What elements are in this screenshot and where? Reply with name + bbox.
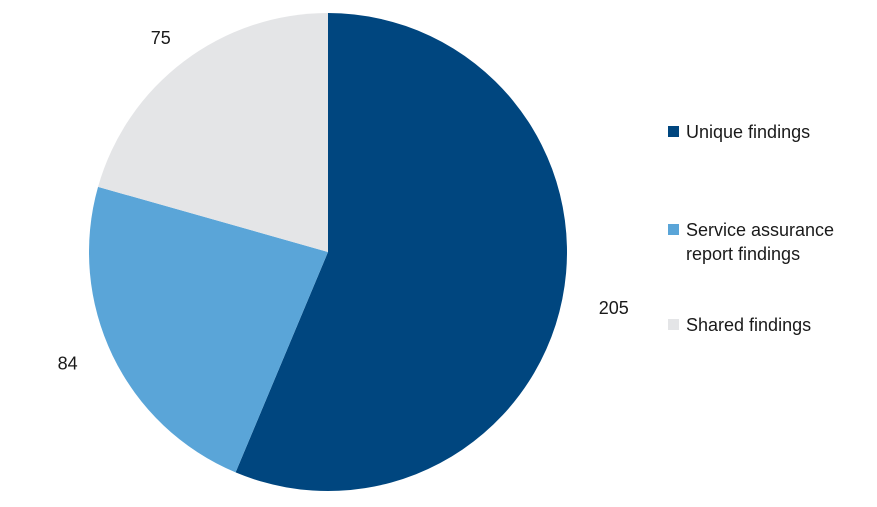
pie-slice-service-assurance-report-findings — [89, 186, 328, 473]
legend-label-service-assurance-report-findings: Service assurance report findings — [686, 220, 835, 264]
pie-slice-unique-findings — [235, 13, 567, 491]
legend-item-shared-findings: Shared findings — [668, 313, 866, 337]
legend-item-service-assurance-report-findings: Service assurance report findings — [668, 218, 866, 266]
legend-swatch-service-assurance-report-findings — [668, 224, 679, 235]
data-label-service-assurance-report-findings: 84 — [58, 353, 78, 373]
data-label-shared-findings: 75 — [151, 28, 171, 48]
legend-label-shared-findings: Shared findings — [686, 315, 812, 335]
legend-label-unique-findings: Unique findings — [686, 122, 811, 142]
pie-slice-shared-findings — [98, 13, 329, 252]
data-label-unique-findings: 205 — [599, 298, 629, 318]
legend-item-unique-findings: Unique findings — [668, 120, 866, 144]
legend-swatch-shared-findings — [668, 319, 679, 330]
legend-swatch-unique-findings — [668, 126, 679, 137]
